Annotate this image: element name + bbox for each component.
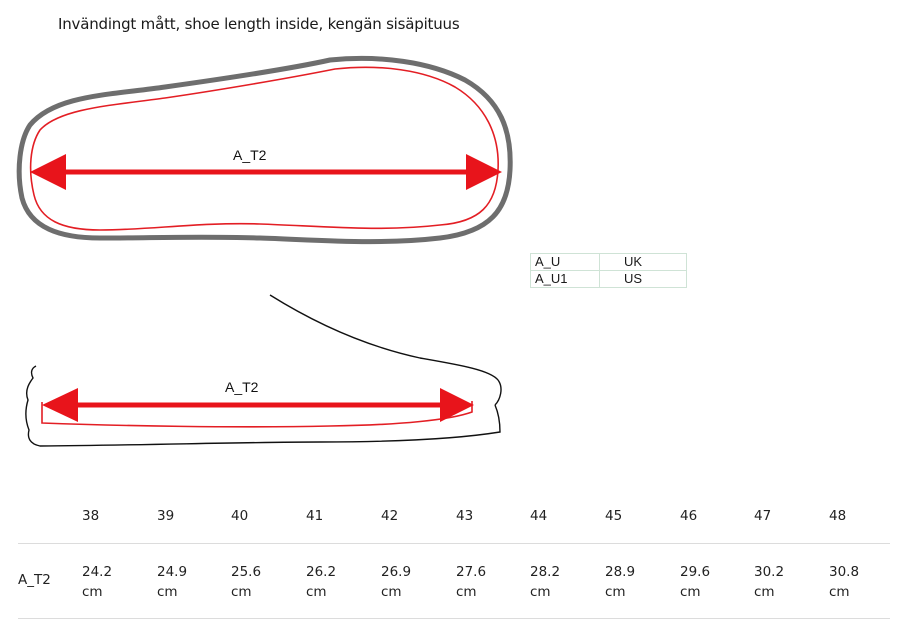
arrowhead-right-top (466, 154, 502, 190)
length-value: 30.8 (829, 564, 860, 580)
length-cell: 27.6 cm (456, 562, 486, 602)
length-value: 25.6 (231, 564, 262, 580)
page-title: Invändingt mått, shoe length inside, ken… (58, 15, 460, 33)
size-header-cell: 40 (231, 508, 249, 524)
length-cell: 24.9 cm (157, 562, 187, 602)
size-header-cell: 44 (530, 508, 548, 524)
side-view-label: A_T2 (225, 379, 259, 395)
length-value: 26.9 (381, 564, 412, 580)
length-unit: cm (157, 584, 178, 600)
arrowhead-left-side (42, 388, 78, 422)
length-cell: 25.6 cm (231, 562, 261, 602)
length-unit: cm (530, 584, 551, 600)
length-cell: 28.2 cm (530, 562, 560, 602)
length-unit: cm (381, 584, 402, 600)
length-value: 24.2 (82, 564, 113, 580)
length-cell: 30.2 cm (754, 562, 784, 602)
size-table: 38 39 40 41 42 43 44 45 46 47 48 A_T2 24.2 cm 24.9 cm… (18, 500, 890, 619)
size-header-cell: 38 (82, 508, 100, 524)
top-view-label: A_T2 (233, 147, 267, 163)
insole-outline (16, 55, 513, 245)
size-header-cell: 48 (829, 508, 847, 524)
insole-inner-line (29, 66, 499, 231)
legend-row: A_U UK (530, 253, 687, 271)
size-header-cell: 39 (157, 508, 175, 524)
length-cell: 28.9 cm (605, 562, 635, 602)
length-row: A_T2 24.2 cm 24.9 cm 25.6 cm 26.2 cm 26.9 cm 27.6 c… (18, 543, 890, 619)
size-header-cell: 47 (754, 508, 772, 524)
length-unit: cm (829, 584, 850, 600)
length-value: 28.2 (530, 564, 561, 580)
legend-value: US (599, 270, 687, 288)
length-cell: 30.8 cm (829, 562, 859, 602)
length-value: 26.2 (306, 564, 337, 580)
length-cell: 24.2 cm (82, 562, 112, 602)
length-value: 27.6 (456, 564, 487, 580)
length-unit: cm (754, 584, 775, 600)
legend-value: UK (599, 253, 687, 271)
length-value: 28.9 (605, 564, 636, 580)
length-cell: 26.2 cm (306, 562, 336, 602)
length-cell: 29.6 cm (680, 562, 710, 602)
size-header-cell: 41 (306, 508, 324, 524)
legend-row: A_U1 US (530, 270, 687, 288)
shoe-side-sole (25, 365, 501, 447)
arrowhead-left-top (30, 154, 66, 190)
length-unit: cm (456, 584, 477, 600)
row-label: A_T2 (18, 572, 51, 588)
size-header-cell: 43 (456, 508, 474, 524)
length-unit: cm (306, 584, 327, 600)
length-unit: cm (82, 584, 103, 600)
size-header-cell: 42 (381, 508, 399, 524)
size-header-cell: 45 (605, 508, 623, 524)
length-value: 24.9 (157, 564, 188, 580)
size-header-row: 38 39 40 41 42 43 44 45 46 47 48 (18, 500, 890, 543)
length-unit: cm (680, 584, 701, 600)
arrowhead-right-side (440, 388, 474, 422)
length-value: 30.2 (754, 564, 785, 580)
shoe-side-upper (269, 294, 502, 406)
length-unit: cm (231, 584, 252, 600)
length-value: 29.6 (680, 564, 711, 580)
size-system-legend: A_U UK A_U1 US (530, 253, 687, 288)
length-unit: cm (605, 584, 626, 600)
legend-key: A_U (530, 253, 600, 271)
size-header-cell: 46 (680, 508, 698, 524)
length-cell: 26.9 cm (381, 562, 411, 602)
legend-key: A_U1 (530, 270, 600, 288)
